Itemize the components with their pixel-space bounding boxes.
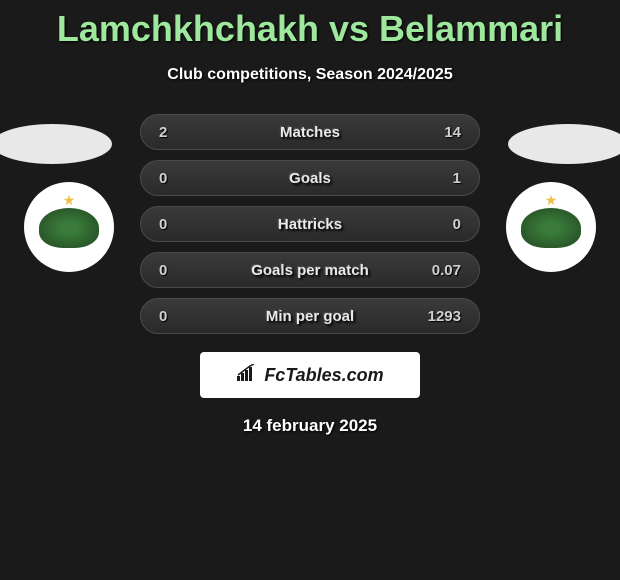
chart-icon [236,364,258,387]
stat-value-right: 14 [444,124,461,141]
watermark-text: FcTables.com [264,365,383,386]
stat-value-right: 0 [453,216,461,233]
star-icon: ★ [63,192,76,209]
stat-label: Hattricks [278,216,342,233]
stat-label: Min per goal [266,308,354,325]
stat-value-right: 1 [453,170,461,187]
player-avatar-left [0,124,112,164]
stat-value-left: 0 [159,216,167,233]
comparison-area: ★ ★ 2 Matches 14 0 Goals 1 0 Hattricks 0… [0,114,620,436]
stat-row-minpg: 0 Min per goal 1293 [140,298,480,334]
stat-row-hattricks: 0 Hattricks 0 [140,206,480,242]
stat-value-left: 0 [159,308,167,325]
club-logo-left: ★ [24,182,114,272]
stat-row-matches: 2 Matches 14 [140,114,480,150]
player-avatar-right [508,124,620,164]
club-emblem-left: ★ [34,200,104,254]
stat-value-left: 0 [159,170,167,187]
stat-value-left: 0 [159,262,167,279]
stats-column: 2 Matches 14 0 Goals 1 0 Hattricks 0 0 G… [140,114,480,334]
eagle-icon [39,208,99,248]
stat-value-left: 2 [159,124,167,141]
stat-label: Goals per match [251,262,369,279]
page-title: Lamchkhchakh vs Belammari [0,0,620,50]
stat-label: Goals [289,170,331,187]
watermark-badge: FcTables.com [200,352,420,398]
star-icon: ★ [545,192,558,209]
eagle-icon [521,208,581,248]
stat-value-right: 0.07 [432,262,461,279]
stat-value-right: 1293 [428,308,461,325]
page-subtitle: Club competitions, Season 2024/2025 [0,66,620,84]
stat-row-goalspm: 0 Goals per match 0.07 [140,252,480,288]
stat-label: Matches [280,124,340,141]
stat-row-goals: 0 Goals 1 [140,160,480,196]
footer-date: 14 february 2025 [0,416,620,436]
club-logo-right: ★ [506,182,596,272]
club-emblem-right: ★ [516,200,586,254]
